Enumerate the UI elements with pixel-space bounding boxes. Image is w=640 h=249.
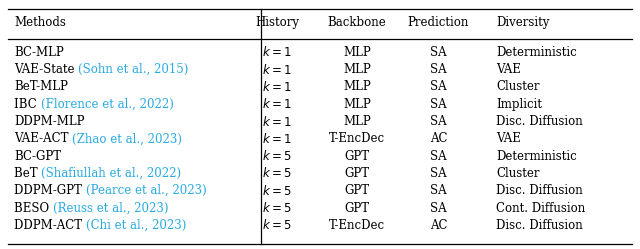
Text: $k = 1$: $k = 1$ [262, 62, 292, 77]
Text: (Reuss et al., 2023): (Reuss et al., 2023) [53, 201, 168, 215]
Text: AC: AC [429, 219, 447, 232]
Text: MLP: MLP [343, 80, 371, 93]
Text: MLP: MLP [343, 46, 371, 59]
Text: MLP: MLP [343, 115, 371, 128]
Text: (Sohn et al., 2015): (Sohn et al., 2015) [78, 63, 189, 76]
Text: BC-MLP: BC-MLP [14, 46, 64, 59]
Text: Disc. Diffusion: Disc. Diffusion [496, 219, 583, 232]
Text: Prediction: Prediction [408, 16, 469, 29]
Text: History: History [255, 16, 299, 29]
Text: MLP: MLP [343, 63, 371, 76]
Text: (Florence et al., 2022): (Florence et al., 2022) [40, 98, 173, 111]
Text: Backbone: Backbone [328, 16, 387, 29]
Text: BC-GPT: BC-GPT [14, 150, 61, 163]
Text: Disc. Diffusion: Disc. Diffusion [496, 115, 583, 128]
Text: $k = 5$: $k = 5$ [262, 149, 292, 163]
Text: $k = 1$: $k = 1$ [262, 80, 292, 94]
Text: BeT-MLP: BeT-MLP [14, 80, 68, 93]
Text: SA: SA [430, 98, 447, 111]
Text: IBC: IBC [14, 98, 40, 111]
Text: T-EncDec: T-EncDec [329, 219, 385, 232]
Text: SA: SA [430, 115, 447, 128]
Text: VAE-ACT: VAE-ACT [14, 132, 72, 145]
Text: Deterministic: Deterministic [496, 46, 577, 59]
Text: $k = 5$: $k = 5$ [262, 218, 292, 232]
Text: SA: SA [430, 63, 447, 76]
Text: $k = 1$: $k = 1$ [262, 132, 292, 146]
Text: T-EncDec: T-EncDec [329, 132, 385, 145]
Text: $k = 5$: $k = 5$ [262, 166, 292, 181]
Text: $k = 5$: $k = 5$ [262, 201, 292, 215]
Text: BESO: BESO [14, 201, 53, 215]
Text: Methods: Methods [14, 16, 66, 29]
Text: (Shafiullah et al., 2022): (Shafiullah et al., 2022) [42, 167, 182, 180]
Text: GPT: GPT [344, 201, 370, 215]
Text: Deterministic: Deterministic [496, 150, 577, 163]
Text: SA: SA [430, 167, 447, 180]
Text: Cont. Diffusion: Cont. Diffusion [496, 201, 585, 215]
Text: (Pearce et al., 2023): (Pearce et al., 2023) [86, 184, 207, 197]
Text: MLP: MLP [343, 98, 371, 111]
Text: SA: SA [430, 150, 447, 163]
Text: $k = 1$: $k = 1$ [262, 45, 292, 59]
Text: VAE: VAE [496, 63, 521, 76]
Text: SA: SA [430, 201, 447, 215]
Text: DDPM-GPT: DDPM-GPT [14, 184, 86, 197]
Text: VAE-State: VAE-State [14, 63, 78, 76]
Text: SA: SA [430, 46, 447, 59]
Text: DDPM-ACT: DDPM-ACT [14, 219, 86, 232]
Text: SA: SA [430, 184, 447, 197]
Text: $k = 1$: $k = 1$ [262, 97, 292, 111]
Text: GPT: GPT [344, 167, 370, 180]
Text: (Chi et al., 2023): (Chi et al., 2023) [86, 219, 186, 232]
Text: SA: SA [430, 80, 447, 93]
Text: AC: AC [429, 132, 447, 145]
Text: GPT: GPT [344, 150, 370, 163]
Text: Cluster: Cluster [496, 80, 540, 93]
Text: (Zhao et al., 2023): (Zhao et al., 2023) [72, 132, 182, 145]
Text: $k = 1$: $k = 1$ [262, 115, 292, 128]
Text: Disc. Diffusion: Disc. Diffusion [496, 184, 583, 197]
Text: DDPM-MLP: DDPM-MLP [14, 115, 84, 128]
Text: VAE: VAE [496, 132, 521, 145]
Text: BeT: BeT [14, 167, 42, 180]
Text: Diversity: Diversity [496, 16, 549, 29]
Text: Cluster: Cluster [496, 167, 540, 180]
Text: GPT: GPT [344, 184, 370, 197]
Text: $k = 5$: $k = 5$ [262, 184, 292, 198]
Text: Implicit: Implicit [496, 98, 542, 111]
